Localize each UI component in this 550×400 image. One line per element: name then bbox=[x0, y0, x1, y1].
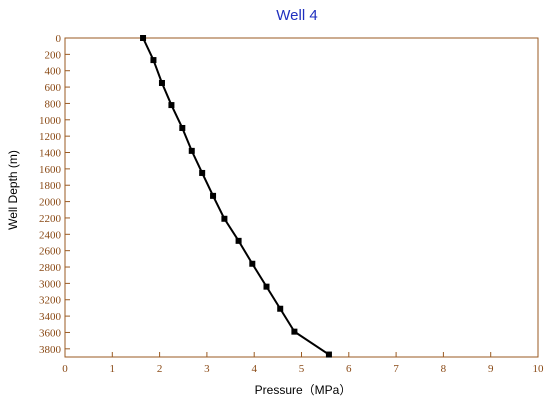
series-layer bbox=[140, 35, 332, 358]
y-tick-label: 600 bbox=[45, 82, 62, 94]
y-tick-label: 2000 bbox=[39, 197, 62, 209]
data-point bbox=[235, 237, 242, 244]
data-point bbox=[188, 147, 195, 154]
chart-title: Well 4 bbox=[276, 7, 317, 24]
x-tick-label: 8 bbox=[441, 363, 447, 375]
data-point bbox=[158, 79, 165, 86]
data-point bbox=[168, 102, 175, 109]
data-point bbox=[221, 215, 228, 222]
y-tick-label: 2800 bbox=[39, 262, 62, 274]
x-tick-label: 10 bbox=[533, 363, 545, 375]
data-point bbox=[140, 35, 147, 41]
y-tick-label: 800 bbox=[45, 98, 62, 110]
y-axis: 0 200 400 600 800 1000 1200 1400 1600 1800 2000 220… bbox=[39, 33, 70, 356]
data-point bbox=[249, 260, 256, 267]
x-tick-label: 0 bbox=[62, 363, 68, 375]
y-tick-label: 1800 bbox=[39, 180, 62, 192]
y-tick-label: 1200 bbox=[39, 131, 62, 143]
data-point bbox=[263, 283, 270, 290]
x-tick-label: 7 bbox=[393, 363, 399, 375]
data-point bbox=[210, 192, 217, 199]
x-tick-label: 3 bbox=[204, 363, 210, 375]
x-tick-label: 9 bbox=[488, 363, 494, 375]
plot-border bbox=[64, 37, 539, 358]
x-tick-label: 6 bbox=[346, 363, 352, 375]
y-tick-label: 2400 bbox=[39, 229, 62, 241]
y-tick-label: 1000 bbox=[39, 115, 62, 127]
x-tick-label: 1 bbox=[110, 363, 116, 375]
x-tick-label: 4 bbox=[251, 363, 257, 375]
y-tick-label: 2600 bbox=[39, 246, 62, 258]
y-tick-label: 3200 bbox=[39, 295, 62, 307]
y-tick-label: 1400 bbox=[39, 148, 62, 160]
y-tick-label: 0 bbox=[56, 33, 62, 45]
plot-frame bbox=[64, 37, 539, 358]
x-axis-label: Pressure（MPa） bbox=[255, 383, 352, 397]
y-tick-label: 2200 bbox=[39, 213, 62, 225]
x-tick-label: 5 bbox=[299, 363, 305, 375]
y-tick-label: 3400 bbox=[39, 311, 62, 323]
y-tick-label: 3800 bbox=[39, 344, 62, 356]
y-tick-label: 400 bbox=[45, 66, 62, 78]
data-point bbox=[291, 328, 298, 335]
data-point bbox=[179, 124, 186, 131]
y-tick-label: 3600 bbox=[39, 327, 62, 339]
data-point bbox=[325, 351, 332, 358]
y-tick-label: 200 bbox=[45, 49, 62, 61]
y-tick-label: 1600 bbox=[39, 164, 62, 176]
y-tick-label: 3000 bbox=[39, 278, 62, 290]
data-point bbox=[277, 305, 284, 312]
x-axis: 0 1 2 3 4 5 6 7 8 9 10 bbox=[62, 352, 544, 375]
y-axis-label: Well Depth (m) bbox=[6, 150, 20, 230]
x-tick-label: 2 bbox=[157, 363, 163, 375]
data-point bbox=[150, 57, 157, 64]
series-line bbox=[142, 37, 330, 356]
data-point bbox=[199, 169, 206, 176]
